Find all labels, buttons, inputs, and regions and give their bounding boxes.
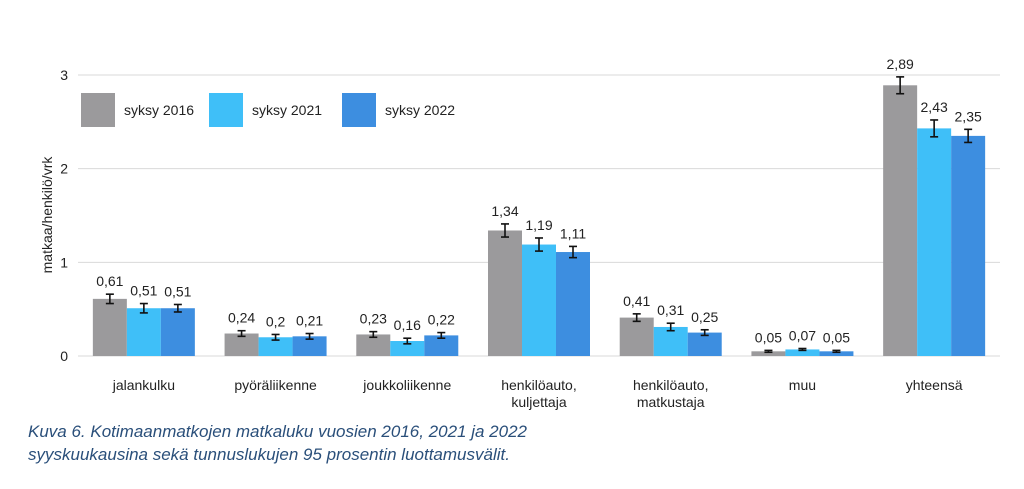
category-labels: jalankulku pyöräliikenne joukkoliikenne hen… [112,377,963,410]
x-tick-label: muu [789,377,816,393]
bar [653,326,688,356]
error-bar [105,293,114,305]
error-bar [930,119,939,138]
bar [883,85,918,356]
error-bar [237,329,246,338]
legend-label: syksy 2016 [124,102,194,118]
bar [917,128,952,356]
data-label: 0,51 [130,283,157,299]
legend-item: syksy 2016 [81,93,194,127]
data-label: 1,19 [525,217,552,233]
data-label: 0,05 [755,329,782,345]
bar-chart: 0 1 2 3 matkaa/henkilö/vrk 0,61 0,51 0,51 0,24… [39,56,1000,410]
bar [92,298,127,356]
bar [126,308,161,356]
data-label: 2,89 [887,56,914,72]
y-tick-label: 1 [60,254,68,270]
data-label: 0,61 [96,273,123,289]
value-labels: 0,61 0,51 0,51 0,24 0,2 0,21 0,23 0,16 0,22 1,34 1… [96,56,982,346]
error-bars [105,76,973,354]
data-label: 0,05 [823,329,850,345]
x-tick-label: pyöräliikenne [234,377,317,393]
data-label: 0,51 [164,283,191,299]
bar [160,308,195,356]
bar [687,332,722,356]
error-bar [832,349,841,354]
data-label: 0,24 [228,310,255,326]
data-label: 0,23 [360,311,387,327]
bar [619,317,654,356]
legend-swatch [81,93,115,127]
bar [751,351,786,356]
error-bar [700,328,709,337]
x-tick-label: yhteensä [906,377,963,393]
bar [785,349,820,356]
bar [224,333,259,356]
bar [951,135,986,356]
data-label: 0,07 [789,328,816,344]
x-tick-label: joukkoliikenne [362,377,451,393]
error-bar [403,337,412,345]
bar [819,351,854,356]
data-label: 0,41 [623,293,650,309]
bars [92,85,986,356]
x-tick-label: henkilöauto, kuljettaja [501,377,577,410]
error-bar [139,302,148,314]
legend-label: syksy 2021 [252,102,322,118]
error-bar [632,313,641,323]
error-bar [369,330,378,339]
legend-item: syksy 2021 [209,93,322,127]
data-label: 0,25 [691,309,718,325]
y-tick-label: 3 [60,67,68,83]
legend-label: syksy 2022 [385,102,455,118]
bar [488,230,522,356]
figure-caption: Kuva 6. Kotimaanmatkojen matkaluku vuosi… [28,420,527,466]
error-bar [437,331,446,340]
error-bar [271,333,280,341]
y-axis-ticks: 0 1 2 3 [60,67,68,364]
data-label: 0,2 [266,313,286,329]
data-label: 0,22 [428,312,455,328]
error-bar [305,332,314,340]
error-bar [964,128,973,144]
y-tick-label: 2 [60,161,68,177]
data-label: 2,35 [955,108,982,124]
error-bar [764,349,773,354]
caption-line-2: syyskuukausina sekä tunnuslukujen 95 pro… [28,445,510,464]
bar [356,334,391,356]
data-label: 1,34 [491,203,518,219]
data-label: 1,11 [560,225,586,241]
legend-item: syksy 2022 [342,93,455,127]
data-label: 0,16 [394,317,421,333]
y-tick-label: 0 [60,348,68,364]
error-bar [896,76,905,95]
error-bar [501,223,509,238]
error-bar [798,347,807,352]
legend: syksy 2016 syksy 2021 syksy 2022 [81,93,455,127]
bar [424,335,459,356]
bar [390,341,425,356]
legend-swatch [342,93,376,127]
legend-swatch [209,93,243,127]
error-bar [173,303,182,313]
error-bar [535,237,543,252]
error-bar [666,322,675,332]
bar [522,244,556,356]
x-tick-label: henkilöauto, matkustaja [633,377,709,410]
data-label: 0,31 [657,302,684,318]
bar [292,336,327,356]
bar [258,337,293,356]
data-label: 2,43 [921,99,948,115]
data-label: 0,21 [296,313,323,329]
caption-line-1: Kuva 6. Kotimaanmatkojen matkaluku vuosi… [28,422,527,441]
y-axis-label: matkaa/henkilö/vrk [39,156,55,274]
x-tick-label: jalankulku [112,377,175,393]
bar [556,252,590,356]
error-bar [569,245,577,259]
